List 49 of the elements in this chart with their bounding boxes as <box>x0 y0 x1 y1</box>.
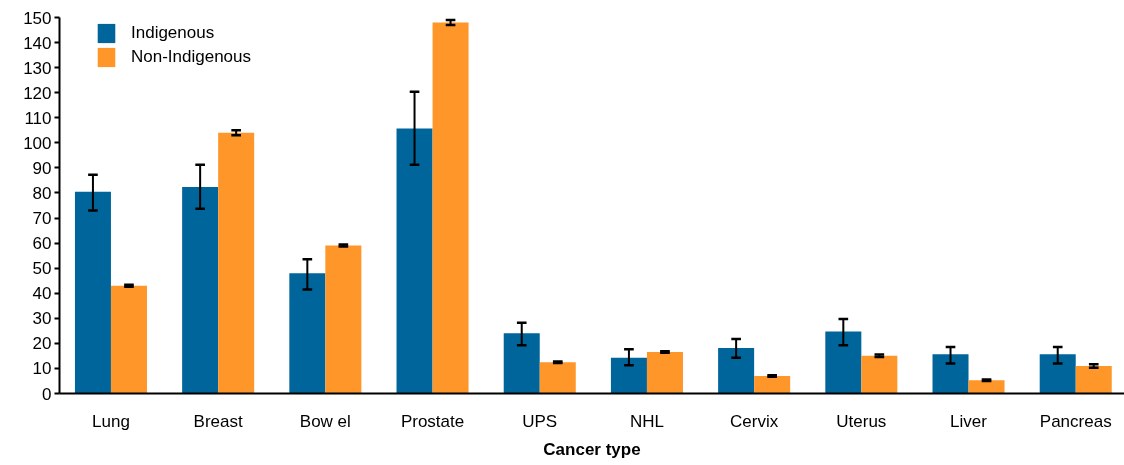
bar <box>932 354 969 394</box>
bar <box>182 186 219 394</box>
y-tick-label: 140 <box>23 33 52 53</box>
y-tick-label: 90 <box>32 158 52 178</box>
legend-label: Non-Indigenous <box>131 47 252 67</box>
bar <box>825 331 862 394</box>
x-tick-label: UPS <box>522 411 558 431</box>
x-tick-label: Liver <box>950 411 988 431</box>
bar <box>503 333 540 394</box>
x-tick-label: Breast <box>193 411 243 431</box>
y-tick-label: 30 <box>32 309 52 329</box>
y-tick-label: 120 <box>23 83 52 103</box>
x-tick-label: Lung <box>92 411 130 431</box>
x-tick-label: Pancreas <box>1039 411 1112 431</box>
bar <box>325 245 362 394</box>
bar <box>539 362 576 394</box>
legend-label: Indigenous <box>131 23 215 43</box>
y-tick-label: 130 <box>23 58 52 78</box>
x-tick-label: Uterus <box>836 411 887 431</box>
x-tick-label: NHL <box>629 411 664 431</box>
bar <box>610 357 647 394</box>
y-tick-label: 150 <box>23 8 52 28</box>
y-tick-label: 110 <box>24 108 52 128</box>
bar <box>110 285 147 394</box>
y-tick-label: 80 <box>32 183 52 203</box>
bar <box>289 273 326 394</box>
y-tick-label: 100 <box>23 133 52 153</box>
bar <box>861 355 898 394</box>
x-tick-label: Cervix <box>730 411 779 431</box>
y-tick-label: 20 <box>32 334 52 354</box>
bar <box>968 380 1005 394</box>
y-tick-label: 10 <box>32 359 52 379</box>
bar <box>396 128 433 394</box>
bar <box>1039 354 1076 394</box>
bar <box>1075 365 1112 394</box>
x-tick-label: Prostate <box>400 411 465 431</box>
bar <box>74 191 111 394</box>
y-tick-label: 0 <box>42 384 52 404</box>
x-tick-label: Bow el <box>299 411 351 431</box>
y-tick-label: 60 <box>32 234 52 254</box>
bar <box>432 22 469 394</box>
y-tick-label: 70 <box>32 209 52 229</box>
x-axis-title: Cancer type <box>543 439 641 459</box>
bar <box>218 132 255 394</box>
bar <box>718 347 755 394</box>
bar <box>754 375 791 394</box>
y-tick-label: 40 <box>32 284 52 304</box>
bar <box>646 351 683 394</box>
y-tick-label: 50 <box>32 259 52 279</box>
